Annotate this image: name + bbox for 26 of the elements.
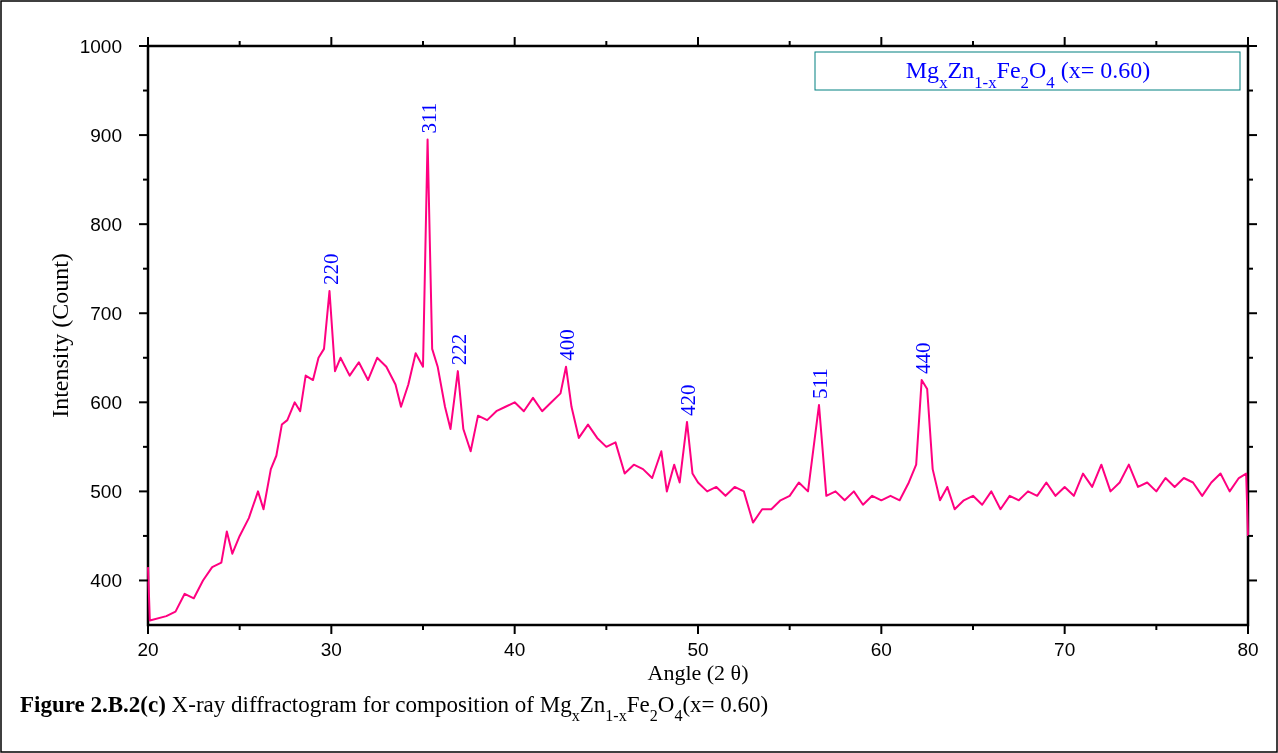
- y-tick-label: 900: [90, 125, 122, 147]
- y-tick-label: 400: [90, 570, 122, 592]
- y-axis-title: Intensity (Count): [47, 253, 73, 418]
- chart-title: Figure 2.B.2(c) X-ray diffractogram for composition of Mg$_{x}$Zn$_{1-x}$Fe$_{2}$O$_{4}$(x= 0.60): [20, 692, 769, 724]
- x-tick-label: 60: [870, 639, 892, 660]
- x-tick-label: 50: [687, 639, 709, 660]
- annotation: 511: [808, 368, 832, 399]
- annotation: 311: [416, 102, 441, 134]
- line-series: [147, 138, 1249, 622]
- x-tick-label: 20: [137, 639, 159, 660]
- y-tick-label: 600: [90, 392, 122, 414]
- x-tick-label: 30: [320, 639, 342, 660]
- y-tick-label: 800: [90, 214, 122, 236]
- x-axis-title: Angle (2 θ): [647, 660, 749, 685]
- y-tick-label: 700: [90, 303, 122, 325]
- annotation: 220: [318, 253, 343, 285]
- x-tick-label: 40: [504, 639, 526, 660]
- y-tick-label: 500: [90, 481, 122, 503]
- text: Mg$_{x}$Zn$_{1-x}$Fe$_{2}$O$_{4}$ (x= 0.60): [905, 57, 1151, 92]
- x-tick-label: 70: [1054, 639, 1076, 660]
- annotation: 222: [446, 333, 471, 366]
- annotation: 400: [555, 329, 579, 361]
- y-tick-label: 1000: [79, 36, 122, 57]
- annotation: 420: [676, 384, 700, 416]
- x-tick-label: 80: [1237, 639, 1259, 660]
- annotation: 440: [910, 342, 935, 375]
